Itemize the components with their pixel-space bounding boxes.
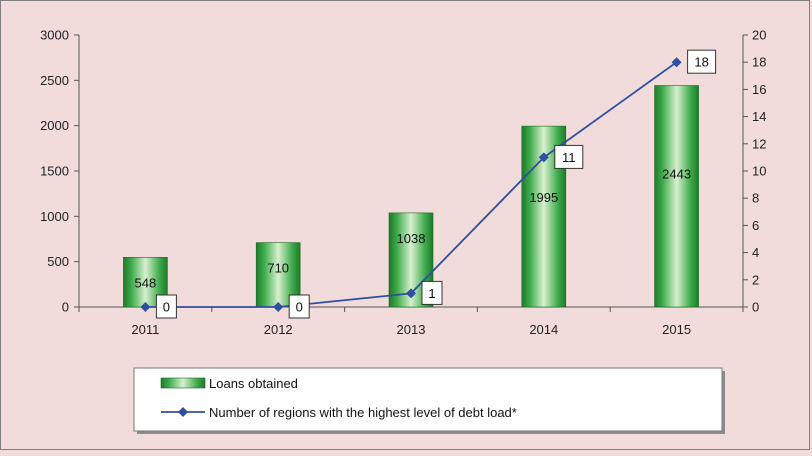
y-right-tick-label: 4 xyxy=(752,245,759,260)
x-tick-label: 2012 xyxy=(264,322,293,337)
x-tick-label: 2011 xyxy=(131,322,159,337)
line-label-box xyxy=(554,144,584,169)
legend-label-loans: Loans obtained xyxy=(209,376,298,391)
line-point xyxy=(538,152,549,163)
line-point-label: 0 xyxy=(163,300,170,315)
x-tick-label: 2014 xyxy=(529,322,558,337)
line-point xyxy=(140,302,151,312)
line-label-box xyxy=(421,280,443,305)
legend: Loans obtained Number of regions with the… xyxy=(133,367,725,434)
y-left-tick-label: 1500 xyxy=(40,164,69,179)
bars-layer: 548 710 1038 1995 2443 xyxy=(123,85,699,308)
line-point xyxy=(406,288,416,299)
line-point-label: 1 xyxy=(428,286,435,301)
line-point xyxy=(671,57,682,68)
bar-value-label: 1995 xyxy=(529,190,558,205)
y-right-tick-label: 2 xyxy=(752,272,759,287)
y-right-tick-label: 20 xyxy=(752,28,766,43)
line-point-label: 0 xyxy=(296,300,303,315)
bar-value-label: 1038 xyxy=(397,231,426,246)
y-left-tick-label: 1000 xyxy=(40,209,69,224)
bar-value-label: 2443 xyxy=(662,167,691,182)
y-right-tick-label: 8 xyxy=(752,191,759,206)
y-left-tick-label: 2000 xyxy=(40,118,69,133)
line-label-box xyxy=(687,49,717,74)
y-left-tick-label: 0 xyxy=(62,300,69,315)
y-right-tick-label: 0 xyxy=(752,300,759,315)
y-right-tick-label: 18 xyxy=(752,55,766,70)
y-right-tick-label: 12 xyxy=(752,136,766,151)
line-point xyxy=(273,302,284,312)
bar-value-label: 548 xyxy=(135,275,157,290)
y-left-tick-label: 500 xyxy=(47,254,69,269)
line-label-box xyxy=(155,294,177,319)
line-point-label: 11 xyxy=(562,150,576,165)
x-tick-label: 2015 xyxy=(662,322,691,337)
line-point-label: 18 xyxy=(694,55,708,70)
y-right-tick-label: 6 xyxy=(752,218,759,233)
y-right-tick-label: 10 xyxy=(752,164,766,179)
x-tick-label: 2013 xyxy=(397,322,426,337)
y-right-tick-label: 14 xyxy=(752,109,766,124)
y-left-tick-label: 3000 xyxy=(40,28,69,43)
y-right-tick-label: 16 xyxy=(752,82,766,97)
bar xyxy=(654,85,699,308)
y-left-tick-label: 2500 xyxy=(40,73,69,88)
legend-box xyxy=(133,367,723,432)
legend-bar-swatch xyxy=(160,377,206,389)
legend-label-regions: Number of regions with the highest level… xyxy=(209,405,517,420)
line-label-box xyxy=(288,294,310,319)
legend-line-marker xyxy=(178,407,188,417)
bar-value-label: 710 xyxy=(267,261,289,276)
